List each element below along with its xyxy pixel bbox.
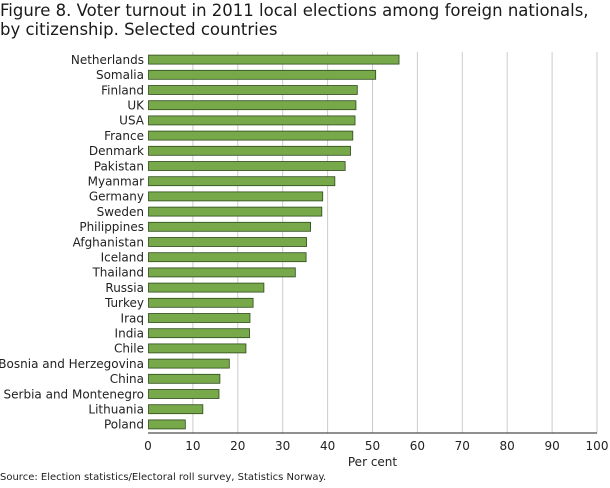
category-label: Finland <box>101 83 144 97</box>
bar-china <box>148 373 221 384</box>
bar-india <box>148 328 250 339</box>
bar-russia <box>148 282 265 293</box>
category-label: China <box>110 372 144 386</box>
x-tick-label: 0 <box>144 439 152 453</box>
bar-usa <box>148 115 356 126</box>
x-axis-title: Per cent <box>348 455 398 469</box>
bar-france <box>148 130 354 141</box>
bar-sweden <box>148 206 323 217</box>
bar-germany <box>148 191 324 202</box>
x-tick-label: 10 <box>185 439 200 453</box>
category-label: USA <box>119 114 145 128</box>
bar-denmark <box>148 145 351 156</box>
bar-lithuania <box>148 404 204 415</box>
category-label: India <box>115 327 144 341</box>
x-tick-label: 20 <box>230 439 245 453</box>
category-label: Netherlands <box>71 53 144 67</box>
category-label: Russia <box>105 281 144 295</box>
chart-title: Figure 8. Voter turnout in 2011 local el… <box>0 1 589 39</box>
x-tick-label: 100 <box>586 439 609 453</box>
bar-turkey <box>148 297 254 308</box>
bar-serbia-and-montenegro <box>148 389 220 399</box>
x-tick-label: 90 <box>544 439 559 453</box>
category-label: Denmark <box>89 144 144 158</box>
bar-philippines <box>148 221 311 232</box>
bar-iceland <box>148 252 307 263</box>
bar-chile <box>148 343 247 354</box>
x-tick-label: 70 <box>455 439 470 453</box>
category-label: France <box>104 129 144 143</box>
bar-iraq <box>148 313 251 323</box>
x-tick-label: 40 <box>320 439 335 453</box>
category-label: Iceland <box>101 251 144 265</box>
category-label: Myanmar <box>88 175 144 189</box>
category-label: Somalia <box>96 68 144 82</box>
bar-myanmar <box>148 176 336 187</box>
category-label: UK <box>127 99 145 113</box>
x-tick-label: 80 <box>500 439 515 453</box>
bar-bosnia-and-herzegovina <box>148 358 230 369</box>
x-tick-labels: 0 10 20 30 40 50 60 70 80 90 100 <box>144 439 608 453</box>
category-label: Bosnia and Herzegovina <box>0 357 144 371</box>
bar-uk <box>148 100 357 111</box>
category-label: Sweden <box>97 205 144 219</box>
category-label: Pakistan <box>94 159 144 173</box>
x-tick-label: 30 <box>275 439 290 453</box>
category-label: Chile <box>114 342 144 356</box>
gridlines <box>192 52 598 433</box>
category-label: Thailand <box>91 266 144 280</box>
category-label: Lithuania <box>88 403 144 417</box>
category-label: Iraq <box>121 311 144 325</box>
category-label: Germany <box>89 190 144 204</box>
source-note: Source: Election statistics/Electoral ro… <box>0 472 327 483</box>
x-tick-label: 60 <box>410 439 425 453</box>
bars <box>148 54 400 430</box>
category-label: Poland <box>104 418 144 432</box>
category-label: Afghanistan <box>73 235 144 249</box>
category-label: Philippines <box>79 220 144 234</box>
category-label: Turkey <box>104 296 144 310</box>
bar-afghanistan <box>148 237 307 247</box>
bar-finland <box>148 85 358 95</box>
category-label: Serbia and Montenegro <box>4 387 144 401</box>
bar-netherlands <box>148 54 400 65</box>
x-tick-label: 50 <box>365 439 380 453</box>
bar-somalia <box>148 69 377 80</box>
bar-poland <box>148 419 186 430</box>
bar-thailand <box>148 267 296 278</box>
bar-pakistan <box>148 161 346 171</box>
